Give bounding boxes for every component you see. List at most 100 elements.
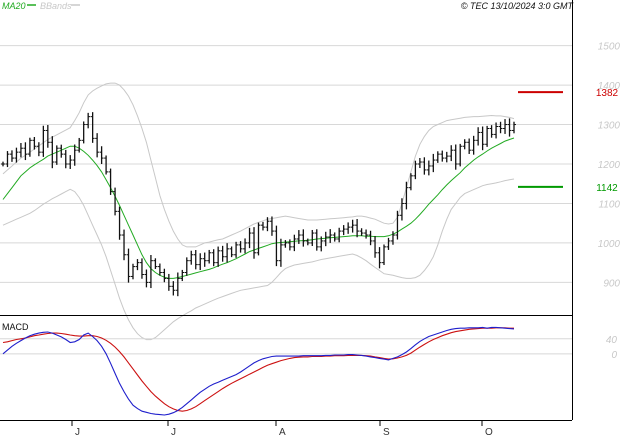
price-bar: [77, 137, 82, 153]
price-bar: [350, 219, 355, 233]
price-bar: [135, 259, 140, 271]
price-bar: [41, 125, 46, 157]
price-bar: [305, 238, 310, 246]
price-bar: [480, 126, 485, 151]
price-bar: [404, 181, 409, 210]
price-bar: [122, 229, 127, 261]
price-bar: [368, 230, 373, 246]
price-bar: [373, 235, 378, 258]
price-bars: [1, 112, 516, 297]
price-bar: [408, 173, 413, 191]
price-bar: [180, 269, 185, 282]
price-bar: [382, 244, 387, 266]
resistance-level-label: 1382: [596, 88, 619, 99]
price-bar: [63, 149, 68, 169]
price-bar: [166, 273, 171, 291]
price-bar: [256, 222, 261, 256]
price-bar: [346, 222, 351, 234]
price-bar: [139, 258, 144, 279]
price-bar: [435, 151, 440, 163]
price-bar: [337, 227, 342, 243]
price-bar: [328, 229, 333, 243]
price-bar: [108, 168, 113, 195]
price-bar: [453, 144, 458, 170]
legend-bbands-label: BBands: [40, 1, 72, 11]
price-y-tick-label: 1300: [598, 121, 621, 132]
price-y-tick-label: 900: [603, 278, 620, 289]
price-y-tick-label: 1500: [598, 42, 621, 53]
price-bar: [23, 142, 28, 161]
price-bar: [359, 228, 364, 236]
macd-y-axis: 400: [606, 335, 618, 361]
price-bar: [9, 150, 14, 162]
price-bar: [296, 230, 301, 244]
macd-panel: MACD 400: [0, 322, 618, 416]
price-bar: [14, 147, 19, 163]
price-y-tick-label: 1100: [598, 199, 620, 210]
price-bar: [68, 155, 73, 169]
price-bar: [413, 160, 418, 180]
price-bar: [198, 253, 203, 271]
price-bar: [27, 137, 32, 157]
price-bar: [189, 250, 194, 265]
price-bar: [130, 263, 135, 280]
price-bar: [238, 241, 243, 253]
signal-line: [2, 327, 514, 412]
price-bar: [229, 246, 234, 258]
x-tick-label: O: [485, 427, 493, 438]
price-bar: [234, 241, 239, 258]
x-tick-label: J: [75, 427, 80, 438]
price-bar: [32, 137, 37, 150]
price-bar: [485, 125, 490, 147]
price-bar: [444, 151, 449, 163]
x-tick-label: S: [383, 427, 390, 438]
price-bar: [45, 125, 50, 148]
price-bar: [157, 263, 162, 276]
price-bar: [364, 229, 369, 239]
price-panel: 1500 1400 1300 1200 1100 1000 900 1382 1142: [0, 42, 621, 341]
copyright-text: © TEC 13/10/2024 3:0 GMT: [461, 1, 575, 11]
price-bar: [18, 143, 23, 158]
price-bar: [494, 122, 499, 139]
price-bar: [471, 135, 476, 155]
price-bar: [202, 252, 207, 267]
bbands-upper-line: [2, 82, 515, 248]
price-bar: [220, 245, 225, 262]
price-bar: [498, 121, 503, 134]
price-bar: [1, 161, 5, 167]
bbands-lower-line: [2, 178, 515, 341]
price-bar: [440, 150, 445, 162]
price-bar: [310, 229, 315, 246]
price-y-tick-label: 1400: [598, 81, 621, 92]
price-bar: [395, 210, 400, 240]
price-bar: [207, 249, 212, 264]
price-bar: [265, 217, 270, 232]
price-bar: [314, 229, 319, 251]
price-bar: [386, 237, 391, 250]
price-bar: [431, 153, 436, 173]
price-bar: [422, 157, 427, 175]
price-bar: [184, 257, 189, 276]
price-bar: [458, 143, 463, 167]
price-bar: [113, 187, 118, 216]
price-bar: [247, 227, 252, 249]
macd-title: MACD: [2, 322, 29, 332]
price-bar: [476, 127, 481, 146]
macd-y-tick-label: 40: [606, 335, 618, 346]
price-bar: [274, 225, 279, 267]
price-bar: [148, 254, 153, 289]
price-bar: [211, 249, 216, 267]
price-bar: [153, 258, 158, 269]
price-bar: [162, 268, 167, 283]
price-bar: [193, 250, 198, 270]
price-bar: [81, 121, 86, 144]
price-bar: [117, 206, 122, 240]
price-y-tick-label: 1000: [598, 239, 621, 250]
price-bar: [278, 238, 283, 267]
price-bar: [171, 281, 176, 296]
price-bar: [36, 142, 41, 157]
price-bar: [283, 240, 288, 248]
macd-gridlines: [0, 338, 572, 355]
price-bar: [287, 239, 292, 251]
